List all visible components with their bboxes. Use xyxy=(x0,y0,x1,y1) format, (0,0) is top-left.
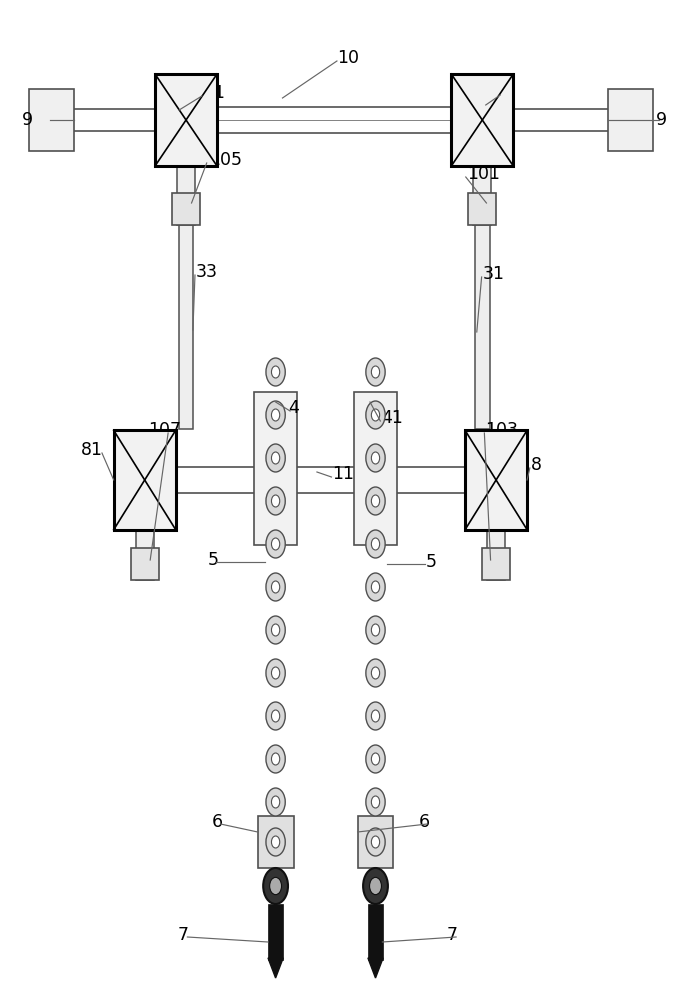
Bar xyxy=(368,904,383,960)
Circle shape xyxy=(271,366,280,378)
Circle shape xyxy=(371,753,380,765)
Circle shape xyxy=(271,753,280,765)
Circle shape xyxy=(366,530,385,558)
Text: 11: 11 xyxy=(332,465,354,483)
Text: 7: 7 xyxy=(178,926,189,944)
Text: 81: 81 xyxy=(81,441,103,459)
Text: 101: 101 xyxy=(467,165,500,183)
Circle shape xyxy=(269,877,282,895)
Bar xyxy=(487,526,505,580)
Circle shape xyxy=(271,836,280,848)
Bar xyxy=(155,74,217,166)
Text: 10: 10 xyxy=(338,49,360,67)
Circle shape xyxy=(371,452,380,464)
Text: 21: 21 xyxy=(203,84,225,102)
Text: 9: 9 xyxy=(656,111,667,129)
Text: 8: 8 xyxy=(531,456,542,474)
Circle shape xyxy=(371,667,380,679)
Bar xyxy=(358,816,393,868)
Circle shape xyxy=(266,401,285,429)
Text: 4: 4 xyxy=(288,399,299,417)
Bar xyxy=(114,430,176,530)
Bar xyxy=(473,166,491,225)
Text: 31: 31 xyxy=(482,265,504,283)
Text: 5: 5 xyxy=(426,553,437,571)
Circle shape xyxy=(271,495,280,507)
Circle shape xyxy=(266,659,285,687)
Circle shape xyxy=(371,409,380,421)
Circle shape xyxy=(271,624,280,636)
Bar xyxy=(608,89,653,151)
Text: 105: 105 xyxy=(209,151,242,169)
Circle shape xyxy=(266,444,285,472)
Circle shape xyxy=(266,702,285,730)
Polygon shape xyxy=(268,958,283,978)
Bar xyxy=(172,193,200,225)
Circle shape xyxy=(371,581,380,593)
Circle shape xyxy=(271,710,280,722)
Text: 6: 6 xyxy=(419,813,430,831)
Text: 41: 41 xyxy=(381,409,403,427)
Circle shape xyxy=(366,444,385,472)
Circle shape xyxy=(371,836,380,848)
Text: 5: 5 xyxy=(208,551,219,569)
Circle shape xyxy=(366,487,385,515)
Bar xyxy=(354,392,397,545)
Circle shape xyxy=(363,868,388,904)
Bar xyxy=(258,816,294,868)
Circle shape xyxy=(266,745,285,773)
Circle shape xyxy=(371,624,380,636)
Circle shape xyxy=(366,702,385,730)
Text: 7: 7 xyxy=(446,926,457,944)
Text: 2: 2 xyxy=(501,83,512,101)
Bar xyxy=(177,166,195,225)
Bar xyxy=(178,225,194,429)
Circle shape xyxy=(266,788,285,816)
Bar xyxy=(482,548,510,580)
Circle shape xyxy=(266,487,285,515)
Circle shape xyxy=(371,796,380,808)
Circle shape xyxy=(366,401,385,429)
Circle shape xyxy=(266,530,285,558)
Circle shape xyxy=(266,573,285,601)
Circle shape xyxy=(371,710,380,722)
Circle shape xyxy=(369,877,382,895)
Circle shape xyxy=(271,796,280,808)
Circle shape xyxy=(271,581,280,593)
Bar xyxy=(469,193,496,225)
Text: 9: 9 xyxy=(22,111,33,129)
Bar xyxy=(131,548,158,580)
Bar xyxy=(254,392,297,545)
Circle shape xyxy=(266,358,285,386)
Polygon shape xyxy=(368,958,383,978)
Text: 33: 33 xyxy=(196,263,218,281)
Circle shape xyxy=(366,788,385,816)
Circle shape xyxy=(263,868,288,904)
Circle shape xyxy=(271,667,280,679)
Bar xyxy=(465,430,527,530)
Circle shape xyxy=(366,573,385,601)
Bar xyxy=(451,74,513,166)
Circle shape xyxy=(366,745,385,773)
Bar xyxy=(29,89,74,151)
Circle shape xyxy=(271,409,280,421)
Circle shape xyxy=(266,616,285,644)
Text: 103: 103 xyxy=(485,421,518,439)
Bar xyxy=(136,526,154,580)
Circle shape xyxy=(371,366,380,378)
Circle shape xyxy=(271,538,280,550)
Circle shape xyxy=(366,828,385,856)
Circle shape xyxy=(366,358,385,386)
Text: 6: 6 xyxy=(212,813,223,831)
Bar xyxy=(475,225,490,429)
Circle shape xyxy=(371,538,380,550)
Circle shape xyxy=(266,828,285,856)
Text: 107: 107 xyxy=(148,421,181,439)
Circle shape xyxy=(371,495,380,507)
Bar xyxy=(268,904,283,960)
Circle shape xyxy=(366,616,385,644)
Circle shape xyxy=(271,452,280,464)
Circle shape xyxy=(366,659,385,687)
